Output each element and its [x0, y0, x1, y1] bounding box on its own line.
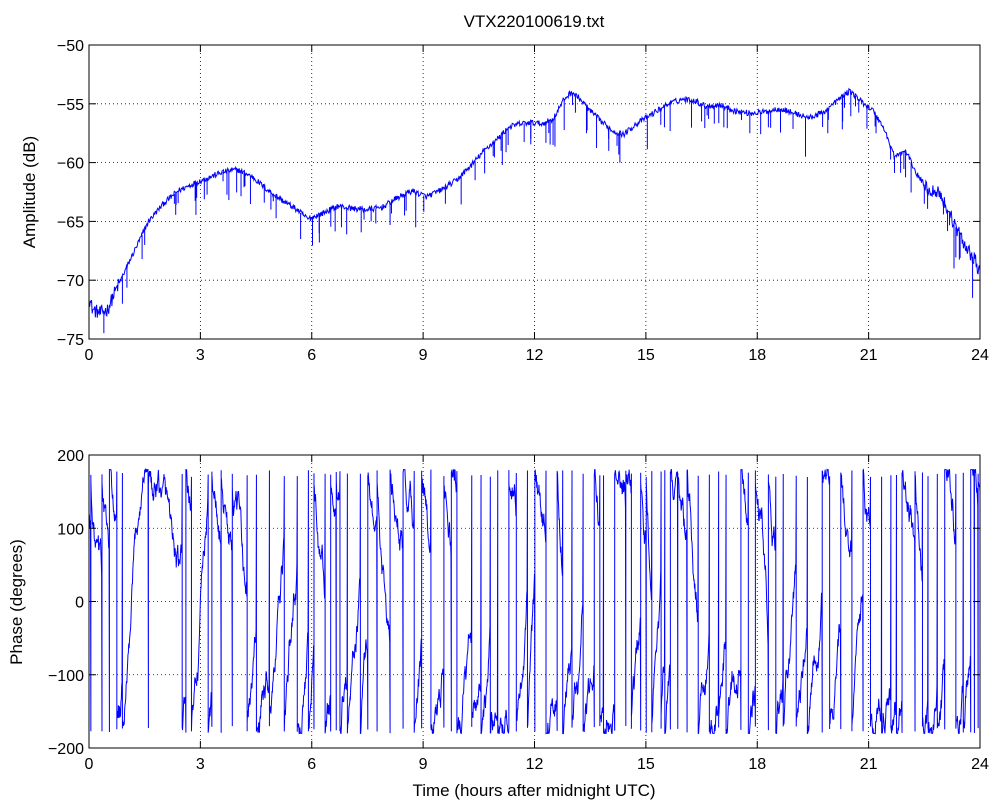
- chart-title: VTX220100619.txt: [464, 12, 605, 31]
- phase-x-tick-label: 3: [196, 756, 205, 773]
- phase-x-tick-label: 24: [971, 756, 989, 773]
- amplitude-y-tick-label: −70: [57, 273, 84, 290]
- phase-y-tick-label: −200: [48, 741, 84, 758]
- amplitude-y-tick-label: −65: [57, 214, 84, 231]
- amplitude-x-tick-label: 6: [307, 347, 316, 364]
- amplitude-y-tick-label: −60: [57, 156, 84, 173]
- amplitude-x-tick-label: 3: [196, 347, 205, 364]
- amplitude-x-tick-label: 9: [419, 347, 428, 364]
- phase-y-tick-label: 100: [57, 521, 84, 538]
- phase-panel: 0 3 6 9 12 15 18 21 24 −200 −100 0 100 200 Phase (deg…: [7, 448, 989, 800]
- amplitude-x-tick-label: 12: [526, 347, 544, 364]
- phase-x-tick-label: 15: [637, 756, 655, 773]
- phase-x-tick-label: 0: [85, 756, 94, 773]
- amplitude-ticks: 0 3 6 9 12 15 18 21 24 −75 −70 −65 −60 −55 −50: [57, 38, 989, 364]
- amplitude-x-tick-label: 24: [971, 347, 989, 364]
- amplitude-x-tick-label: 0: [85, 347, 94, 364]
- amplitude-y-tick-label: −50: [57, 38, 84, 55]
- amplitude-x-tick-label: 15: [637, 347, 655, 364]
- amplitude-y-tick-label: −75: [57, 332, 84, 349]
- phase-x-tick-label: 6: [307, 756, 316, 773]
- phase-x-axis-label: Time (hours after midnight UTC): [412, 781, 655, 800]
- phase-x-tick-label: 18: [748, 756, 766, 773]
- phase-y-axis-label: Phase (degrees): [7, 539, 26, 665]
- phase-x-tick-label: 21: [860, 756, 878, 773]
- phase-series-line: [88, 467, 981, 735]
- amplitude-x-tick-label: 18: [748, 347, 766, 364]
- amplitude-trace: [88, 87, 981, 334]
- amplitude-x-tick-label: 21: [860, 347, 878, 364]
- phase-x-tick-label: 12: [526, 756, 544, 773]
- phase-y-tick-label: −100: [48, 668, 84, 685]
- amplitude-y-axis-label: Amplitude (dB): [20, 136, 39, 248]
- phase-x-tick-label: 9: [419, 756, 428, 773]
- phase-trace: [88, 467, 981, 735]
- amplitude-panel: 0 3 6 9 12 15 18 21 24 −75 −70 −65 −60 −55 −50 Amplitu…: [20, 38, 989, 364]
- amplitude-grid: [89, 45, 980, 339]
- phase-y-tick-label: 0: [75, 595, 84, 612]
- phase-ticks: 0 3 6 9 12 15 18 21 24 −200 −100 0 100 200: [48, 448, 989, 773]
- phase-y-tick-label: 200: [57, 448, 84, 465]
- amplitude-y-tick-label: −55: [57, 97, 84, 114]
- amplitude-series-line: [88, 87, 981, 318]
